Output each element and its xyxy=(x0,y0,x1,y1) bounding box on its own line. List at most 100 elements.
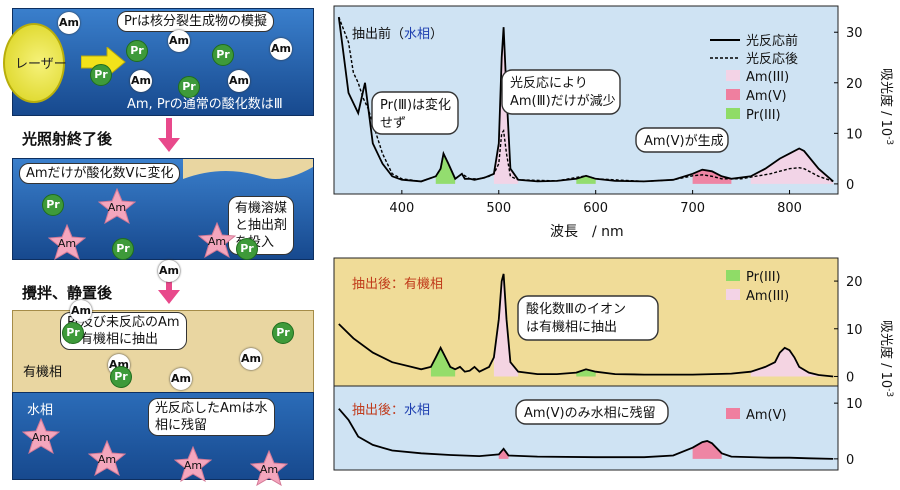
callout-am5-line: Am(V)が生成 xyxy=(644,134,724,149)
legend-am5: Am(V) xyxy=(746,89,787,104)
legend-swatch-pr3 xyxy=(726,270,740,281)
callout-bot-line: Am(V)のみ水相に残留 xyxy=(524,406,656,421)
pr-atom: Pr xyxy=(178,76,200,98)
y-tick-label: 0 xyxy=(846,453,854,468)
callout-bot-box xyxy=(515,399,669,425)
am-atom: Am xyxy=(168,30,190,52)
y-tick-label: 20 xyxy=(846,275,863,290)
am-atom: Am xyxy=(270,38,292,60)
svg-text:Am: Am xyxy=(32,431,50,444)
legend-am3: Am(III) xyxy=(746,70,789,85)
pr-atom: Pr xyxy=(126,40,148,62)
chart-panel-2 xyxy=(333,385,839,471)
legend-swatch-am5 xyxy=(726,89,740,100)
down-arrow-icon xyxy=(158,118,180,152)
am-atom: Am xyxy=(58,12,80,34)
shaded-region xyxy=(750,148,834,184)
am-atom: Am xyxy=(170,368,192,390)
legend-swatch-am3 xyxy=(726,70,740,81)
x-tick-label: 600 xyxy=(583,201,608,216)
legend-pr3: Pr(III) xyxy=(746,270,781,285)
panel2-callout: Amだけが酸化数Ⅴに変化 xyxy=(19,163,181,184)
series-line xyxy=(338,408,834,460)
am-v-star: Am xyxy=(173,445,213,483)
y-tick-label: 10 xyxy=(846,323,863,338)
legend-swatch-am5 xyxy=(726,408,740,419)
pr-atom: Pr xyxy=(212,44,234,66)
legend-am3: Am(III) xyxy=(746,289,789,304)
panel4-callout: 光反応したAmは水 相に残留 xyxy=(148,398,275,436)
svg-text:Am: Am xyxy=(260,463,278,476)
y-axis-label: 吸光度 / 10-3 xyxy=(878,68,894,145)
shaded-region xyxy=(692,441,722,459)
am-v-star: Am xyxy=(87,439,127,477)
laser-label: レーザー xyxy=(15,57,67,72)
callout-pr-line: Pr(Ⅲ)は変化 xyxy=(380,97,451,113)
svg-text:Am: Am xyxy=(108,201,126,214)
callout-pr-line: せず xyxy=(380,116,406,131)
step2-label: 攪拌、静置後 xyxy=(22,284,113,302)
pr-atom: Pr xyxy=(272,322,294,344)
y-tick-label: 10 xyxy=(846,397,863,412)
am-atom: Am xyxy=(240,348,262,370)
legend-pr3: Pr(III) xyxy=(746,108,781,123)
shaded-region xyxy=(493,273,519,377)
legend-am5: Am(V) xyxy=(746,408,787,423)
panel-laser-irradiation: レーザー Prは核分裂生成物の模擬 Am, Prの通常の酸化数はⅢ xyxy=(3,8,314,116)
laser-arrow-icon xyxy=(81,47,126,77)
am-v-star: Am xyxy=(21,417,61,455)
bottom-chart-title: 抽出後：水相 xyxy=(352,403,430,418)
am-v-star: Am xyxy=(97,187,137,225)
x-tick-label: 700 xyxy=(680,201,705,216)
legend-swatch-pr3 xyxy=(726,108,740,119)
am-v-star: Am xyxy=(47,223,87,261)
pr-atom: Pr xyxy=(42,194,64,216)
y-tick-label: 20 xyxy=(846,77,863,92)
svg-text:Am: Am xyxy=(58,237,76,250)
am-atom: Am xyxy=(228,70,250,92)
series-line xyxy=(337,16,834,183)
y-tick-label: 0 xyxy=(846,370,854,385)
callout-mid-box xyxy=(517,295,659,341)
y-axis-label: 吸光度 / 10-3 xyxy=(878,320,894,397)
x-tick-label: 500 xyxy=(486,201,511,216)
callout-am-line: 光反応により xyxy=(510,76,588,91)
shaded-region xyxy=(750,347,834,377)
shaded-region xyxy=(498,448,509,459)
organic-label: 有機相 xyxy=(23,365,63,380)
laser-source xyxy=(3,23,65,103)
am-atom: Am xyxy=(70,300,92,322)
pr-atom: Pr xyxy=(62,322,84,344)
svg-text:Am: Am xyxy=(184,459,202,472)
pr-atom: Pr xyxy=(112,238,134,260)
mid-chart-title: 抽出後：有機相 xyxy=(352,277,443,292)
am-v-star: Am xyxy=(197,221,237,259)
series-line xyxy=(338,273,834,378)
left-process-diagram: レーザー Prは核分裂生成物の模擬 Am, Prの通常の酸化数はⅢ 光照射終了後… xyxy=(0,0,318,487)
am-atom: Am xyxy=(130,70,152,92)
pr-atom: Pr xyxy=(90,64,112,86)
pouring-solvent xyxy=(183,159,313,180)
x-axis-label: 波長 / nm xyxy=(550,224,624,240)
y-tick-label: 10 xyxy=(846,127,863,142)
am-atom: Am xyxy=(158,260,180,282)
x-tick-label: 400 xyxy=(389,201,414,216)
y-tick-label: 30 xyxy=(846,26,863,41)
pr-atom: Pr xyxy=(236,238,258,260)
spectra-charts: 400 500 600 700 800 0 10 20 30 抽出前（水相） 波長 / nm 吸光度 … xyxy=(333,5,894,471)
top-chart-title: 抽出前（水相） xyxy=(352,26,443,42)
callout-pr-box xyxy=(371,91,459,135)
x-tick-label: 800 xyxy=(777,201,802,216)
am-v-star: Am xyxy=(249,449,289,487)
step1-label: 光照射終了後 xyxy=(22,130,113,148)
legend-before: 光反応前 xyxy=(746,33,798,49)
y-tick-label: 0 xyxy=(846,178,854,193)
callout-am5-box xyxy=(635,127,729,153)
svg-text:Am: Am xyxy=(98,453,116,466)
callout-mid-line: 酸化数Ⅲのイオン xyxy=(526,302,626,317)
svg-text:Am: Am xyxy=(208,235,226,248)
shaded-region xyxy=(435,153,456,184)
aqueous-label: 水相 xyxy=(27,403,54,418)
panel1-callout: Prは核分裂生成物の模擬 xyxy=(117,11,274,32)
callout-mid-line: は有機相に抽出 xyxy=(526,320,617,335)
